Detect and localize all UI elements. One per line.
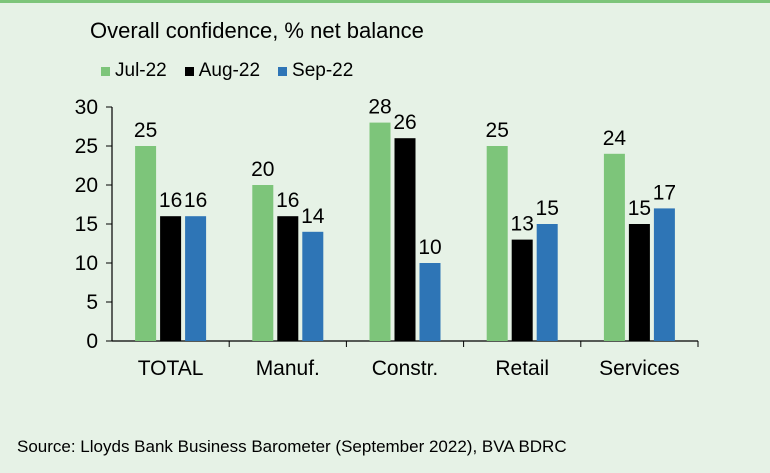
data-label: 16 [184, 189, 207, 212]
bar-jul-22 [135, 146, 157, 341]
data-label: 20 [251, 158, 274, 181]
data-label: 24 [603, 127, 627, 150]
bar-aug-22 [628, 224, 650, 341]
bar-aug-22 [160, 216, 182, 341]
data-label: 17 [653, 181, 676, 204]
legend: Jul-22 Aug-22 Sep-22 [101, 60, 371, 82]
y-tick-label: 10 [75, 252, 98, 275]
source-note: Source: Lloyds Bank Business Barometer (… [17, 437, 567, 456]
bar-aug-22 [277, 216, 299, 341]
legend-swatch-jul [101, 66, 110, 76]
category-label: Manuf. [256, 357, 320, 380]
chart-title: Overall confidence, % net balance [90, 18, 424, 43]
legend-label-jul: Jul-22 [115, 60, 167, 81]
bar-aug-22 [511, 239, 533, 341]
y-tick-label: 30 [75, 96, 98, 119]
bar-jul-22 [369, 122, 391, 341]
y-tick-label: 0 [86, 330, 98, 353]
category-label: Retail [495, 357, 549, 380]
bar-jul-22 [252, 185, 274, 341]
bar-jul-22 [486, 146, 508, 341]
data-label: 13 [511, 213, 534, 236]
legend-item-sep: Sep-22 [278, 60, 353, 82]
legend-label-sep: Sep-22 [292, 60, 354, 81]
legend-swatch-sep [278, 66, 288, 76]
data-label: 28 [368, 96, 391, 119]
data-label: 16 [276, 189, 299, 212]
data-label: 14 [301, 205, 325, 228]
bar-sep-22 [653, 208, 675, 341]
legend-item-jul: Jul-22 [101, 60, 167, 82]
y-tick-label: 15 [75, 213, 98, 236]
bar-sep-22 [419, 263, 441, 341]
bar-aug-22 [394, 138, 416, 341]
legend-item-aug: Aug-22 [184, 60, 261, 82]
category-label: Constr. [372, 357, 439, 380]
category-label: TOTAL [138, 357, 204, 380]
data-label: 26 [393, 111, 416, 134]
y-tick-label: 25 [75, 135, 98, 158]
data-label: 10 [418, 236, 441, 259]
bar-jul-22 [603, 153, 625, 341]
bar-sep-22 [302, 231, 324, 341]
legend-label-aug: Aug-22 [198, 60, 261, 81]
data-label: 25 [134, 119, 157, 142]
legend-swatch-aug [184, 66, 194, 76]
top-divider [0, 0, 770, 3]
data-label: 25 [486, 119, 509, 142]
y-tick-label: 20 [75, 174, 98, 197]
y-tick-label: 5 [86, 291, 98, 314]
bar-sep-22 [185, 216, 207, 341]
category-label: Services [599, 357, 680, 380]
data-label: 15 [536, 197, 559, 220]
data-label: 16 [159, 189, 182, 212]
data-label: 15 [628, 197, 651, 220]
bar-sep-22 [536, 224, 558, 341]
